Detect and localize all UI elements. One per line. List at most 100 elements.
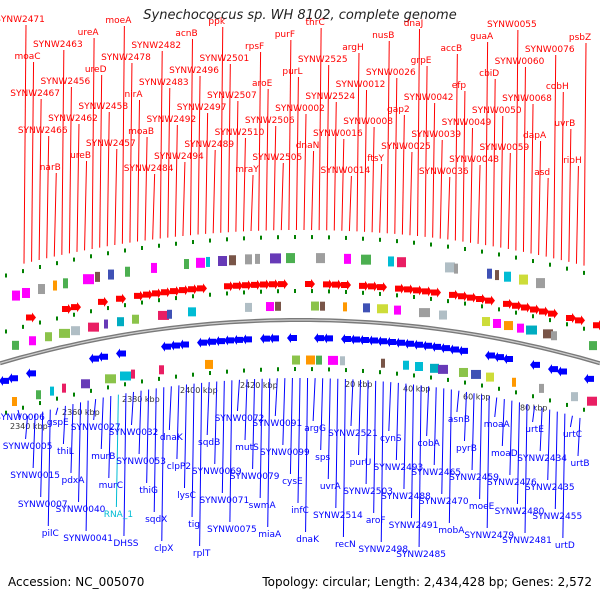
feature-block xyxy=(105,374,116,384)
gene-label-bottom: clpX xyxy=(154,544,173,554)
leader-line-top xyxy=(137,99,141,242)
reverse-gene-arrow xyxy=(368,335,378,346)
ruler-tick xyxy=(532,259,534,264)
gene-label-bottom: infC xyxy=(291,506,309,516)
leader-line-bottom xyxy=(342,379,346,538)
gene-label-bottom: SYNW2491 xyxy=(389,521,439,531)
gene-label-top: accB xyxy=(441,44,463,54)
gene-label-top: uvrB xyxy=(554,119,575,129)
gene-label-bottom: RNA_1 xyxy=(104,510,133,520)
gene-label-top: SYNW0076 xyxy=(525,45,575,55)
gene-label-bottom: SYNW0079 xyxy=(230,472,280,482)
reverse-gene-arrow xyxy=(431,341,441,352)
ruler-tick xyxy=(515,310,517,315)
gene-label-top: SYNW0026 xyxy=(366,68,416,78)
ruler-tick xyxy=(107,385,109,390)
gene-label-bottom: sps xyxy=(315,453,330,463)
ruler-label: 40 kbp xyxy=(403,384,431,393)
gene-label-top: SYNW0049 xyxy=(442,118,492,128)
reverse-gene-arrow xyxy=(377,336,387,347)
gene-label-top: dnaN xyxy=(296,141,320,151)
ruler-tick xyxy=(226,369,228,374)
leader-line-bottom xyxy=(153,388,157,513)
gene-label-top: moaC xyxy=(15,52,41,62)
leader-line-top xyxy=(152,173,156,240)
feature-block xyxy=(158,310,169,320)
gene-label-bottom: SYNW2465 xyxy=(411,468,461,478)
gene-label-top: SYNW2506 xyxy=(245,116,295,126)
leader-line-bottom xyxy=(229,380,233,523)
forward-gene-arrow xyxy=(458,291,468,302)
ruler-tick xyxy=(22,269,24,274)
leader-line-bottom xyxy=(40,411,44,498)
reverse-gene-arrow xyxy=(206,336,216,347)
feature-block xyxy=(36,390,41,400)
leader-line-bottom xyxy=(327,378,331,480)
leader-line-top xyxy=(492,78,496,247)
leader-line-top xyxy=(189,38,193,236)
feature-block xyxy=(543,329,553,339)
reverse-gene-arrow xyxy=(314,333,324,344)
leader-line-bottom xyxy=(539,407,543,452)
gene-label-bottom: murB xyxy=(91,452,115,462)
ruler-tick xyxy=(515,390,517,395)
ruler-tick xyxy=(498,386,500,391)
leader-line-bottom xyxy=(380,381,384,543)
feature-block xyxy=(361,254,371,265)
feature-block xyxy=(270,253,281,264)
gene-label-bottom: purU xyxy=(350,458,372,468)
gene-label-top: nusB xyxy=(372,31,394,41)
gene-label-bottom: aroF xyxy=(366,516,386,526)
ruler-tick xyxy=(464,246,466,251)
gene-label-bottom: urtC xyxy=(563,430,582,440)
leader-line-top xyxy=(91,37,95,249)
leader-line-top xyxy=(235,100,239,232)
ruler-tick xyxy=(107,251,109,256)
feature-block xyxy=(81,379,90,389)
ruler-tick xyxy=(141,300,143,305)
gene-label-top: mraY xyxy=(235,165,259,175)
gene-label-top: SYNW2463 xyxy=(33,40,83,50)
ruler-tick xyxy=(311,289,313,294)
ruler-tick xyxy=(22,405,24,410)
leader-line-top xyxy=(333,101,337,231)
leader-line-top xyxy=(129,62,133,243)
leader-line-bottom xyxy=(282,378,286,446)
forward-gene-arrow xyxy=(251,279,261,290)
gene-label-bottom: SYNW2480 xyxy=(495,507,545,517)
ruler-tick xyxy=(345,235,347,240)
leader-line-bottom xyxy=(32,413,36,469)
gene-label-bottom: mobA xyxy=(438,526,465,536)
feature-block xyxy=(131,369,135,379)
leader-line-bottom xyxy=(486,396,490,529)
gene-label-bottom: SYNW2493 xyxy=(374,463,424,473)
gene-label-top: SYNW2492 xyxy=(146,115,196,125)
feature-block xyxy=(206,256,210,267)
leader-line-bottom xyxy=(252,379,256,470)
ruler-tick xyxy=(175,241,177,246)
leader-line-bottom xyxy=(108,396,112,479)
gene-label-bottom: recN xyxy=(335,540,356,550)
leader-line-bottom xyxy=(131,391,135,426)
gene-label-top: asd xyxy=(534,168,550,178)
leader-line-bottom xyxy=(562,413,566,539)
feature-block xyxy=(320,301,325,311)
leader-line-top xyxy=(454,53,458,241)
ruler-tick xyxy=(583,407,585,412)
feature-block xyxy=(22,287,30,298)
ruler-tick xyxy=(311,235,313,240)
gene-label-bottom: SYNW0071 xyxy=(199,496,249,506)
gene-label-top: SYNW0059 xyxy=(479,143,529,153)
ruler-tick xyxy=(243,236,245,241)
ruler-tick xyxy=(566,266,568,271)
leader-line-top xyxy=(159,50,163,239)
reverse-gene-arrow xyxy=(242,334,252,345)
forward-gene-arrow xyxy=(521,302,531,313)
gene-label-top: rpsF xyxy=(245,42,264,52)
ruler-tick xyxy=(345,289,347,294)
reverse-gene-arrow xyxy=(233,334,243,345)
feature-block xyxy=(95,271,100,282)
forward-gene-arrow xyxy=(179,285,189,296)
gene-label-top: SYNW0068 xyxy=(502,94,552,104)
leader-line-top xyxy=(227,63,231,233)
